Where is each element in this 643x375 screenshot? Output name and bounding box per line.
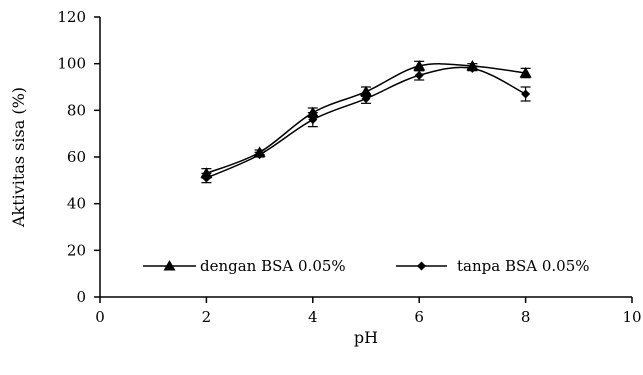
- axes: 0 20 40 60 80 100 120 0 2 4 6 8 10: [57, 8, 641, 326]
- data-point: [361, 94, 371, 104]
- data-point: [521, 89, 531, 99]
- y-tick-label: 80: [67, 101, 86, 119]
- x-axis-title: pH: [354, 328, 378, 347]
- x-tick-label: 2: [202, 308, 212, 326]
- y-tick-label: 100: [57, 55, 86, 73]
- x-tick-label: 8: [521, 308, 531, 326]
- legend-marker: [163, 260, 176, 271]
- y-axis-title: Aktivitas sisa (%): [9, 87, 28, 228]
- y-tick-label: 40: [67, 195, 86, 213]
- x-tick-label: 0: [95, 308, 105, 326]
- data-point: [413, 60, 426, 71]
- legend-item: dengan BSA 0.05%: [143, 257, 346, 275]
- plot-area: [200, 60, 532, 184]
- legend-marker: [417, 261, 426, 271]
- x-tick-label: 10: [622, 308, 641, 326]
- legend-label: tanpa BSA 0.05%: [457, 257, 590, 275]
- data-point: [467, 63, 477, 73]
- series-line: [206, 66, 526, 179]
- y-tick-label: 0: [76, 288, 86, 306]
- series-tanpa-bsa: [201, 63, 531, 184]
- y-tick-label: 60: [67, 148, 86, 166]
- legend-label: dengan BSA 0.05%: [200, 257, 346, 275]
- y-tick-label: 120: [57, 8, 86, 26]
- data-point: [306, 106, 319, 118]
- data-point: [519, 67, 532, 78]
- data-point: [200, 167, 213, 178]
- legend: dengan BSA 0.05% tanpa BSA 0.05%: [143, 257, 590, 275]
- y-tick-label: 20: [67, 241, 86, 259]
- x-tick-label: 6: [414, 308, 424, 326]
- legend-item: tanpa BSA 0.05%: [396, 257, 590, 275]
- data-point: [308, 115, 318, 125]
- data-point: [255, 150, 265, 160]
- data-point: [201, 173, 211, 183]
- x-tick-label: 4: [308, 308, 318, 326]
- data-point: [414, 70, 424, 80]
